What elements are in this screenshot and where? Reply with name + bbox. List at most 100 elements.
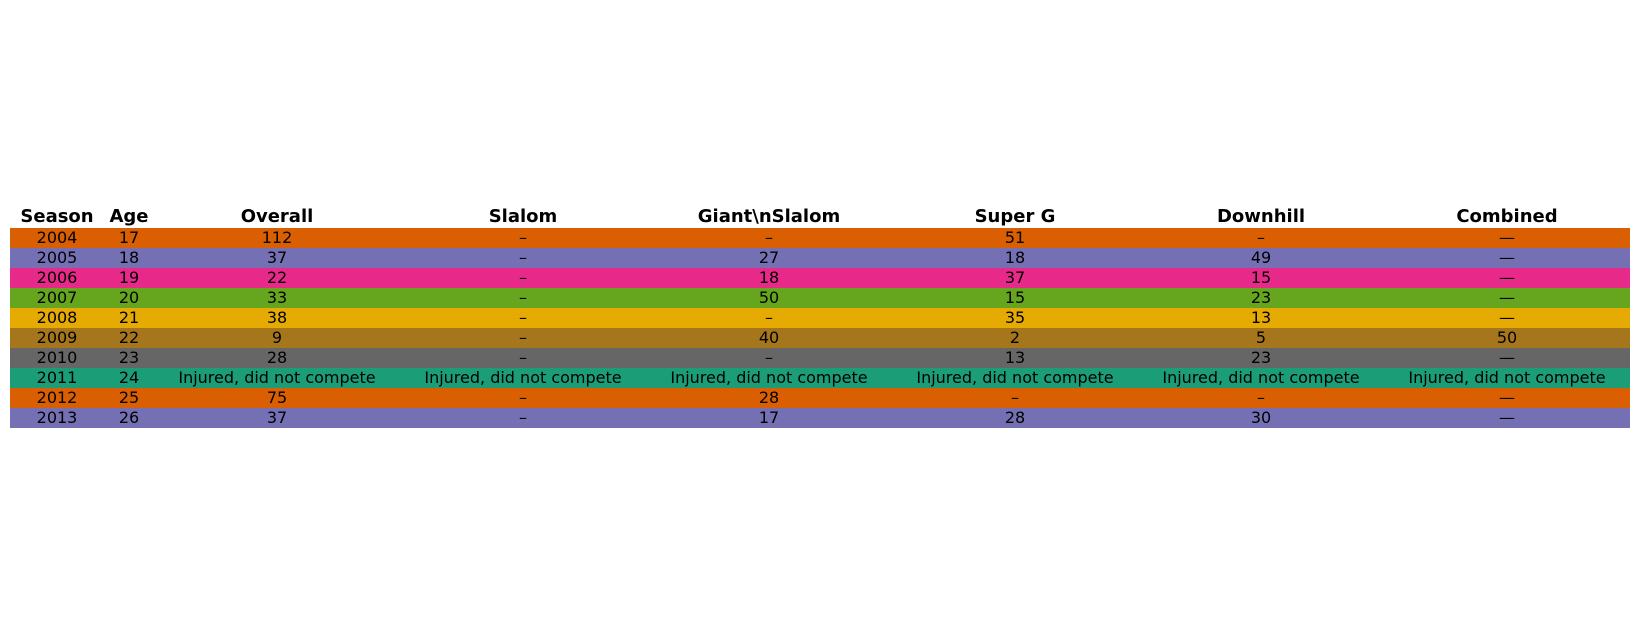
- table-cell: 18: [1004, 248, 1026, 267]
- table-cell: 23: [118, 348, 140, 367]
- table-cell: Injured, did not compete: [916, 368, 1114, 387]
- table-cell: 2008: [36, 308, 78, 327]
- table-cell: —: [1499, 388, 1515, 407]
- table-cell: 23: [1250, 348, 1272, 367]
- season-results-table: Season Age Overall Slalom Giant\nSlalom …: [10, 204, 1630, 428]
- column-header-downhill: Downhill: [1216, 205, 1306, 227]
- table-cell: 22: [266, 268, 288, 287]
- table-cell: 18: [118, 248, 140, 267]
- table-cell: 50: [758, 288, 780, 307]
- table-cell: 2006: [36, 268, 78, 287]
- column-header-combined: Combined: [1456, 205, 1558, 227]
- table-cell: 20: [118, 288, 140, 307]
- table-cell: —: [1499, 308, 1515, 327]
- table-cell: 37: [1004, 268, 1026, 287]
- column-header-age: Age: [109, 205, 149, 227]
- table-cell: 37: [266, 408, 288, 427]
- table-row: 2013 26 37 – 17 28 30 —: [10, 408, 1630, 428]
- table-cell: 25: [118, 388, 140, 407]
- table-cell: —: [1499, 248, 1515, 267]
- table-cell: Injured, did not compete: [424, 368, 622, 387]
- table-cell: —: [1499, 228, 1515, 247]
- table-cell: 19: [118, 268, 140, 287]
- table-cell: —: [1499, 408, 1515, 427]
- table-cell: 37: [266, 248, 288, 267]
- table-cell: 17: [758, 408, 780, 427]
- table-cell: 28: [266, 348, 288, 367]
- table-cell: –: [519, 348, 527, 367]
- table-cell: 2005: [36, 248, 78, 267]
- table-cell: 33: [266, 288, 288, 307]
- table-cell: —: [1499, 268, 1515, 287]
- table-cell: –: [519, 388, 527, 407]
- table-cell: 15: [1004, 288, 1026, 307]
- table-cell: –: [765, 308, 773, 327]
- table-cell: 27: [758, 248, 780, 267]
- table-cell: 49: [1250, 248, 1272, 267]
- table-cell: 28: [1004, 408, 1026, 427]
- table-cell: 2009: [36, 328, 78, 347]
- table-row: 2005 18 37 – 27 18 49 —: [10, 248, 1630, 268]
- table-cell: 13: [1250, 308, 1272, 327]
- table-cell: 13: [1004, 348, 1026, 367]
- column-header-super-g: Super G: [974, 205, 1056, 227]
- table-cell: 2010: [36, 348, 78, 367]
- table-cell: Injured, did not compete: [178, 368, 376, 387]
- table-cell: 38: [266, 308, 288, 327]
- table-cell: Injured, did not compete: [670, 368, 868, 387]
- table-cell: 112: [261, 228, 293, 247]
- column-header-season: Season: [20, 205, 94, 227]
- table-cell: 75: [266, 388, 288, 407]
- table-cell: 22: [118, 328, 140, 347]
- header-row: Season Age Overall Slalom Giant\nSlalom …: [10, 204, 1630, 228]
- table-cell: 26: [118, 408, 140, 427]
- table-cell: 15: [1250, 268, 1272, 287]
- table-cell: 2004: [36, 228, 78, 247]
- table-cell: –: [765, 228, 773, 247]
- table-row: 2011 24 Injured, did not compete Injured, d…: [10, 368, 1630, 388]
- column-header-giant-slalom: Giant\nSlalom: [697, 205, 841, 227]
- table-cell: 9: [271, 328, 283, 347]
- table-cell: 2013: [36, 408, 78, 427]
- table-cell: –: [765, 348, 773, 367]
- table-cell: 17: [118, 228, 140, 247]
- table-cell: –: [519, 328, 527, 347]
- table-cell: –: [519, 268, 527, 287]
- table-cell: 24: [118, 368, 140, 387]
- table-cell: –: [1257, 228, 1265, 247]
- table-cell: 2: [1009, 328, 1021, 347]
- table-cell: 2012: [36, 388, 78, 407]
- table-cell: 50: [1496, 328, 1518, 347]
- table-cell: 2011: [36, 368, 78, 387]
- table-cell: Injured, did not compete: [1408, 368, 1606, 387]
- table-body: 2004 17 112– –51– —2005 18 37–27 18 49—2006 19 22–…: [10, 228, 1630, 428]
- table-cell: –: [1011, 388, 1019, 407]
- table-cell: 5: [1255, 328, 1267, 347]
- table-row: 2012 25 75 – 28 – – —: [10, 388, 1630, 408]
- table-cell: –: [519, 408, 527, 427]
- table-cell: 18: [758, 268, 780, 287]
- table-cell: –: [1257, 388, 1265, 407]
- table-row: 2007 20 33 – 50 15 23 —: [10, 288, 1630, 308]
- table-cell: –: [519, 288, 527, 307]
- column-header-slalom: Slalom: [488, 205, 558, 227]
- table-cell: 23: [1250, 288, 1272, 307]
- table-row: 2006 19 22 – 18 37 15 —: [10, 268, 1630, 288]
- table-cell: –: [519, 228, 527, 247]
- table-cell: 30: [1250, 408, 1272, 427]
- table-cell: 40: [758, 328, 780, 347]
- table-row: 2009 22 9 – 40 2 5 50: [10, 328, 1630, 348]
- table-cell: Injured, did not compete: [1162, 368, 1360, 387]
- table-row: 2008 21 38 – – 35 13 —: [10, 308, 1630, 328]
- table-cell: —: [1499, 288, 1515, 307]
- table-cell: —: [1499, 348, 1515, 367]
- table-cell: 35: [1004, 308, 1026, 327]
- table-cell: 28: [758, 388, 780, 407]
- table-cell: 21: [118, 308, 140, 327]
- column-header-overall: Overall: [240, 205, 314, 227]
- table-row: 2010 23 28 – – 13 23 —: [10, 348, 1630, 368]
- table-cell: 2007: [36, 288, 78, 307]
- table-cell: –: [519, 308, 527, 327]
- table-cell: –: [519, 248, 527, 267]
- table-row: 2004 17 112 – – 51 – —: [10, 228, 1630, 248]
